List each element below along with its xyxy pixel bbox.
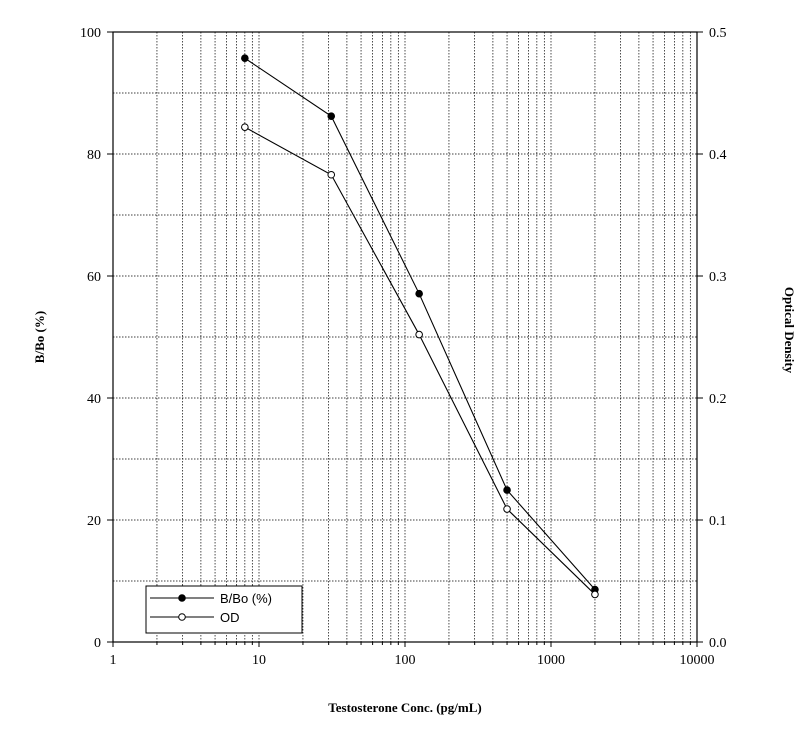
y2-tick-label: 0.0 [709,636,727,651]
data-point-bbo [503,486,511,494]
data-point-od [415,330,423,339]
data-point-od [503,505,511,513]
y2-tick-label: 0.1 [709,514,727,529]
y2-tick-label: 0.5 [709,26,727,41]
grid [113,32,697,642]
series [241,54,599,599]
series-line-0 [244,57,596,590]
x-axis-title: Testosterone Conc. (pg/mL) [328,700,481,715]
x-tick-label: 1000 [537,653,565,668]
y-tick-label: 0 [94,636,101,651]
series-line-1 [244,126,596,595]
x-tick-label: 100 [395,653,416,668]
legend: B/Bo (%) OD [145,585,303,634]
data-point-od [241,123,249,131]
data-point-bbo [327,112,336,120]
x-tick-label: 10 [252,653,266,668]
y-tick-label: 60 [87,270,101,285]
y2-tick-label: 0.2 [709,392,727,407]
data-point-od [327,170,336,179]
y-tick-label: 20 [87,514,101,529]
y2-tick-label: 0.3 [709,270,727,285]
data-point-bbo [241,54,249,63]
legend-label-bbo: B/Bo (%) [220,591,272,606]
legend-marker-od [178,613,186,621]
x-tick-label: 1 [110,653,117,668]
x-tick-label: 10000 [680,653,715,668]
y-tick-label: 100 [80,26,101,41]
y-axis-title: B/Bo (%) [32,311,47,363]
y-tick-label: 80 [87,148,101,163]
y2-axis-title: Optical Density [782,287,797,374]
y2-tick-label: 0.4 [709,148,727,163]
ticks: 1 10 100 1000 10000 0 20 40 60 80 100 0.0 0.1 0.2 0.3 0… [80,26,727,668]
legend-marker-bbo [178,594,186,602]
legend-box [145,585,303,634]
data-point-od [591,590,599,599]
y-tick-label: 40 [87,392,101,407]
data-point-bbo [415,289,423,298]
legend-label-od: OD [220,610,240,625]
